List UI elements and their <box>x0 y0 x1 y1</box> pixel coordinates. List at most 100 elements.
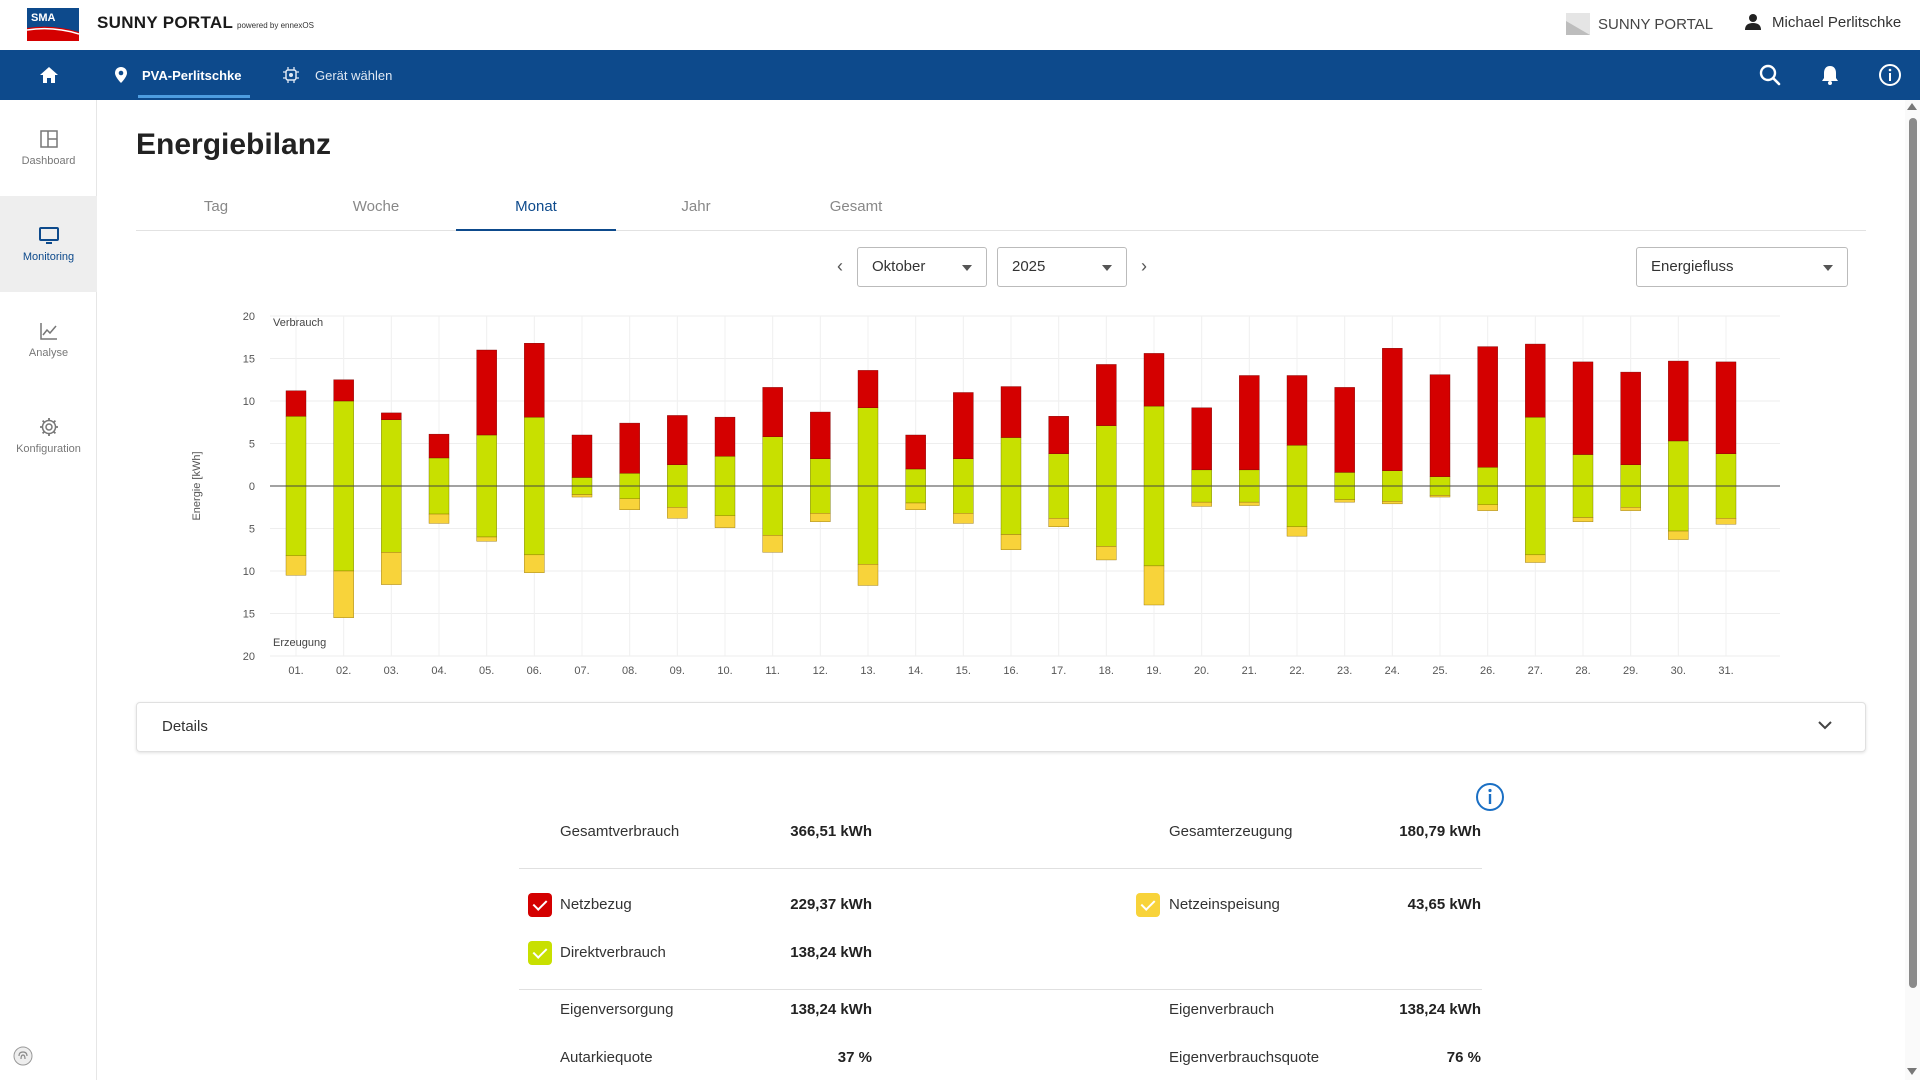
bar-netzeinspeisung[interactable] <box>1382 501 1403 505</box>
bar-direktverbrauch-erzeugung[interactable] <box>762 485 783 536</box>
bar-direktverbrauch-erzeugung[interactable] <box>1143 485 1165 567</box>
bar-netzeinspeisung[interactable] <box>619 498 640 511</box>
sunny-portal-link[interactable]: SUNNY PORTAL <box>1566 13 1713 35</box>
bar-direktverbrauch[interactable] <box>619 473 640 487</box>
bar-direktverbrauch-erzeugung[interactable] <box>1572 485 1594 518</box>
device-selector[interactable]: Gerät wählen <box>283 50 392 100</box>
fingerprint-icon[interactable] <box>12 1045 34 1067</box>
bar-netzeinspeisung[interactable] <box>1668 530 1689 540</box>
view-select[interactable]: Energiefluss <box>1636 247 1848 287</box>
bar-netzeinspeisung[interactable] <box>953 512 974 524</box>
bar-direktverbrauch-erzeugung[interactable] <box>1715 485 1737 519</box>
bar-direktverbrauch[interactable] <box>857 407 879 487</box>
sidebar-item-analyse[interactable]: Analyse <box>0 292 97 388</box>
bar-netzbezug[interactable] <box>285 390 307 417</box>
bar-netzeinspeisung[interactable] <box>857 564 879 586</box>
bar-netzeinspeisung[interactable] <box>667 507 688 519</box>
bar-direktverbrauch-erzeugung[interactable] <box>810 485 831 514</box>
sidebar-item-konfiguration[interactable]: Konfiguration <box>0 388 97 484</box>
tab-monat[interactable]: Monat <box>456 191 616 231</box>
bar-direktverbrauch-erzeugung[interactable] <box>667 485 688 508</box>
bar-netzeinspeisung[interactable] <box>1000 534 1022 550</box>
bar-netzbezug[interactable] <box>1477 346 1498 468</box>
bar-direktverbrauch-erzeugung[interactable] <box>1191 485 1212 503</box>
bar-direktverbrauch[interactable] <box>1572 454 1594 487</box>
bar-netzeinspeisung[interactable] <box>1239 501 1260 506</box>
netzeinspeisung-checkbox[interactable] <box>1136 893 1160 917</box>
bar-netzeinspeisung[interactable] <box>762 535 783 553</box>
bar-netzeinspeisung[interactable] <box>905 502 926 511</box>
bar-direktverbrauch[interactable] <box>381 419 402 487</box>
info-icon[interactable] <box>1878 63 1902 87</box>
next-month-button[interactable]: › <box>1141 256 1147 276</box>
info-circle-icon[interactable] <box>1475 782 1505 812</box>
bar-direktverbrauch-erzeugung[interactable] <box>1096 485 1117 547</box>
bar-direktverbrauch[interactable] <box>905 468 926 487</box>
bar-direktverbrauch[interactable] <box>1620 464 1641 487</box>
bar-netzbezug[interactable] <box>905 434 926 470</box>
bar-direktverbrauch-erzeugung[interactable] <box>524 485 545 556</box>
bar-netzbezug[interactable] <box>1000 386 1022 438</box>
bar-direktverbrauch[interactable] <box>571 477 593 487</box>
bar-direktverbrauch[interactable] <box>1429 476 1451 487</box>
bar-netzbezug[interactable] <box>667 415 688 465</box>
bar-netzeinspeisung[interactable] <box>1096 546 1117 561</box>
bar-direktverbrauch-erzeugung[interactable] <box>1429 485 1451 496</box>
bar-netzeinspeisung[interactable] <box>1525 554 1546 563</box>
direktverbrauch-checkbox[interactable] <box>528 941 552 965</box>
plant-selector[interactable]: PVA-Perlitschke <box>112 50 253 100</box>
bar-netzbezug[interactable] <box>1286 375 1308 446</box>
scrollbar-thumb[interactable] <box>1909 118 1917 988</box>
month-select[interactable]: Oktober <box>857 247 987 287</box>
bar-netzbezug[interactable] <box>1715 361 1737 454</box>
bar-netzeinspeisung[interactable] <box>1286 526 1308 537</box>
tab-tag[interactable]: Tag <box>203 198 229 215</box>
bar-netzeinspeisung[interactable] <box>524 554 545 573</box>
bar-direktverbrauch[interactable] <box>428 457 450 487</box>
bar-netzeinspeisung[interactable] <box>1620 507 1641 511</box>
bar-netzbezug[interactable] <box>1572 361 1594 455</box>
home-icon[interactable] <box>38 64 60 86</box>
bar-netzbezug[interactable] <box>1620 371 1641 465</box>
scroll-up-arrow-icon[interactable] <box>1907 103 1917 110</box>
bar-netzbezug[interactable] <box>1525 343 1546 418</box>
bar-direktverbrauch[interactable] <box>762 436 783 487</box>
bar-direktverbrauch[interactable] <box>810 458 831 487</box>
bar-netzbezug[interactable] <box>810 411 831 460</box>
bar-netzbezug[interactable] <box>1429 374 1451 477</box>
bar-direktverbrauch-erzeugung[interactable] <box>1048 485 1069 519</box>
sidebar-item-monitoring[interactable]: Monitoring <box>0 196 97 292</box>
bar-netzbezug[interactable] <box>857 370 879 409</box>
tab-gesamt[interactable]: Gesamt <box>829 198 883 215</box>
tab-jahr[interactable]: Jahr <box>681 198 711 215</box>
bar-direktverbrauch[interactable] <box>524 416 545 487</box>
bar-netzbezug[interactable] <box>476 349 497 436</box>
bar-direktverbrauch[interactable] <box>1239 469 1260 487</box>
bar-netzeinspeisung[interactable] <box>1191 501 1212 507</box>
bar-direktverbrauch[interactable] <box>1048 453 1069 487</box>
details-accordion[interactable]: Details <box>136 702 1866 752</box>
bar-netzbezug[interactable] <box>619 422 640 474</box>
bar-netzbezug[interactable] <box>524 343 545 418</box>
bar-netzeinspeisung[interactable] <box>1429 495 1451 498</box>
bell-icon[interactable] <box>1818 63 1842 87</box>
bar-direktverbrauch-erzeugung[interactable] <box>905 485 926 504</box>
bar-direktverbrauch-erzeugung[interactable] <box>1620 485 1641 508</box>
bar-netzbezug[interactable] <box>762 387 783 437</box>
bar-netzbezug[interactable] <box>1143 353 1165 407</box>
bar-netzbezug[interactable] <box>953 392 974 460</box>
bar-netzbezug[interactable] <box>1048 416 1069 454</box>
netzbezug-checkbox[interactable] <box>528 893 552 917</box>
bar-netzeinspeisung[interactable] <box>714 515 736 528</box>
bar-direktverbrauch-erzeugung[interactable] <box>381 485 402 553</box>
bar-direktverbrauch-erzeugung[interactable] <box>619 485 640 499</box>
bar-netzeinspeisung[interactable] <box>571 494 593 498</box>
scroll-down-arrow-icon[interactable] <box>1907 1068 1917 1075</box>
bar-direktverbrauch[interactable] <box>1191 469 1212 487</box>
bar-direktverbrauch[interactable] <box>1143 405 1165 487</box>
bar-netzbezug[interactable] <box>714 416 736 457</box>
bar-direktverbrauch-erzeugung[interactable] <box>1382 485 1403 502</box>
sidebar-item-dashboard[interactable]: Dashboard <box>0 100 97 196</box>
bar-direktverbrauch[interactable] <box>1382 470 1403 487</box>
bar-direktverbrauch-erzeugung[interactable] <box>1239 485 1260 503</box>
